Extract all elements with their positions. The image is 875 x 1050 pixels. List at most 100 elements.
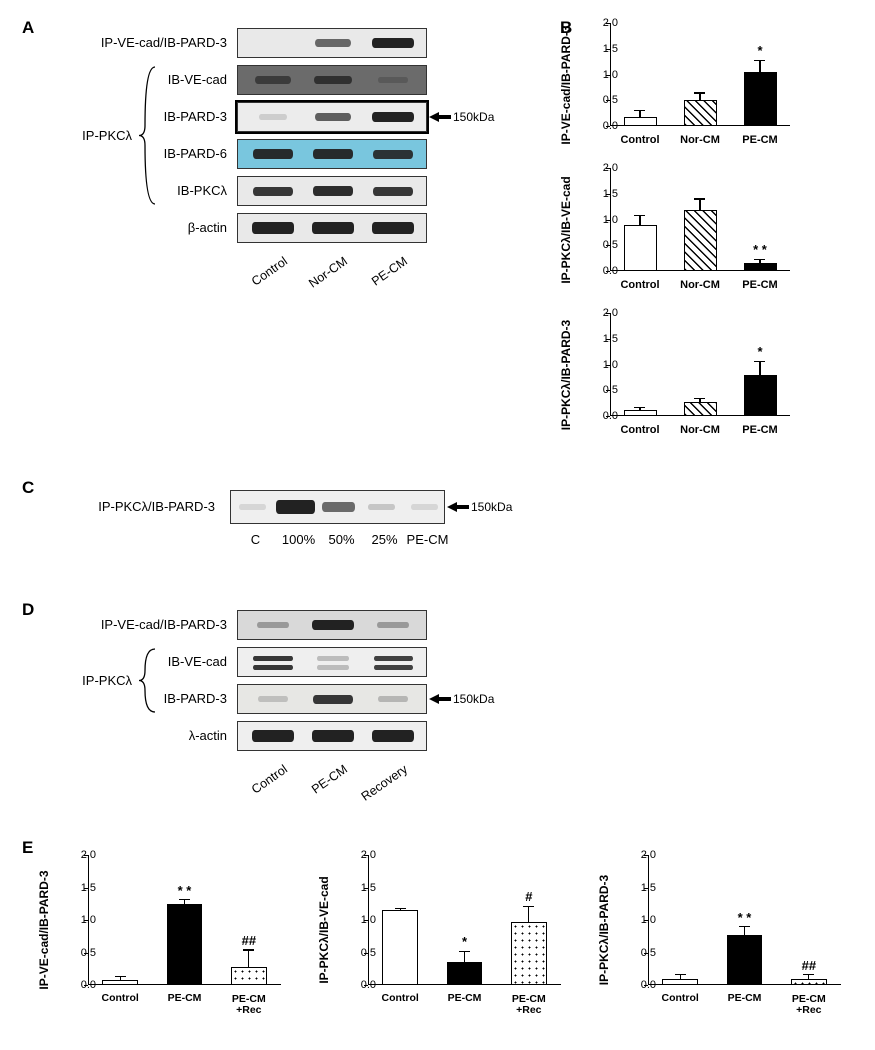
blot-row-label: IP-PKCλ/IB-PARD-3 (35, 499, 215, 514)
x-category-label: PE-CM (733, 424, 787, 436)
error-bar (528, 906, 529, 922)
bracket-label: IP-PKCλ (0, 673, 132, 688)
western-blot (237, 647, 427, 677)
x-category-label: PE-CM (718, 993, 772, 1005)
x-category-label: PE-CM (158, 993, 212, 1005)
x-category-label: Nor-CM (673, 134, 727, 146)
bar (744, 263, 777, 271)
bar (744, 375, 777, 416)
bar (744, 72, 777, 126)
blot-row-label: λ-actin (47, 728, 227, 743)
x-category-label: PE-CM (733, 134, 787, 146)
western-blot (237, 610, 427, 640)
significance-marker: * * (745, 242, 775, 257)
bar (624, 410, 657, 416)
panel-label-a: A (22, 18, 34, 38)
error-bar (639, 111, 640, 117)
lane-label: C (232, 532, 280, 547)
lane-label: Control (225, 762, 290, 814)
molecular-weight-arrow: 150kDa (429, 692, 494, 706)
bar (624, 225, 657, 271)
lane-label: Nor-CM (285, 254, 350, 306)
x-category-label: Control (613, 424, 667, 436)
error-bar (699, 199, 700, 210)
error-bar (400, 908, 401, 910)
x-category-label: Nor-CM (673, 279, 727, 291)
western-blot (230, 490, 445, 524)
bar (447, 962, 482, 985)
y-axis-label: IP-PKCλ/IB-PARD-3 (559, 319, 573, 429)
error-bar (120, 977, 121, 981)
significance-marker: ## (234, 933, 264, 948)
error-bar (759, 361, 760, 374)
significance-marker: * (450, 934, 480, 949)
bar (684, 100, 717, 126)
molecular-weight-arrow: 150kDa (429, 110, 494, 124)
x-category-label: PE-CM +Rec (222, 994, 276, 1017)
significance-marker: * * (730, 910, 760, 925)
x-category-label: Control (613, 279, 667, 291)
significance-marker: * * (170, 883, 200, 898)
x-category-label: PE-CM (733, 279, 787, 291)
brace-icon (137, 647, 159, 714)
error-bar (699, 93, 700, 100)
bar (684, 402, 717, 416)
western-blot (237, 684, 427, 714)
blot-row-label: IP-VE-cad/IB-PARD-3 (47, 35, 227, 50)
panel-label-e: E (22, 838, 33, 858)
western-blot (237, 213, 427, 243)
x-category-label: Control (93, 993, 147, 1005)
lane-label: Control (225, 254, 290, 306)
western-blot (237, 102, 427, 132)
bar-chart: IP-VE-cad/IB-PARD-30.00.51.01.52.0Contro… (560, 18, 805, 151)
x-category-label: Control (653, 993, 707, 1005)
y-axis-label: IP-PKCλ/IB-VE-cad (317, 876, 331, 983)
y-axis-label: IP-PKCλ/IB-VE-cad (559, 176, 573, 283)
bar (662, 979, 697, 985)
error-bar (808, 975, 809, 979)
error-bar (639, 407, 640, 410)
significance-marker: ## (794, 958, 824, 973)
western-blot (237, 139, 427, 169)
x-category-label: Nor-CM (673, 424, 727, 436)
bar (102, 980, 137, 985)
western-blot (237, 176, 427, 206)
bar-chart: IP-PKCλ/IB-VE-cad0.00.51.01.52.0Control*… (318, 850, 576, 1010)
error-bar (699, 399, 700, 402)
significance-marker: # (514, 889, 544, 904)
bar (167, 904, 202, 985)
error-bar (759, 259, 760, 263)
lane-label: 50% (318, 532, 366, 547)
error-bar (464, 951, 465, 962)
blot-row-label: β-actin (47, 220, 227, 235)
panel-label-c: C (22, 478, 34, 498)
western-blot (237, 65, 427, 95)
x-category-label: PE-CM +Rec (782, 994, 836, 1017)
x-category-label: PE-CM (438, 993, 492, 1005)
blot-row-label: IP-VE-cad/IB-PARD-3 (47, 617, 227, 632)
bar-chart: IP-PKCλ/IB-VE-cad0.00.51.01.52.0ControlN… (560, 163, 805, 296)
error-bar (248, 950, 249, 967)
y-axis-label: IP-VE-cad/IB-PARD-3 (559, 25, 573, 144)
bar (231, 967, 266, 985)
bar (624, 117, 657, 126)
bar (684, 210, 717, 271)
bar (511, 922, 546, 985)
y-axis-label: IP-VE-cad/IB-PARD-3 (37, 870, 51, 989)
bar (382, 910, 417, 985)
molecular-weight-arrow: 150kDa (447, 500, 512, 514)
brace-icon (137, 65, 159, 206)
error-bar (759, 60, 760, 72)
panel-label-d: D (22, 600, 34, 620)
error-bar (680, 975, 681, 980)
lane-label: Recovery (345, 762, 410, 814)
y-axis-label: IP-PKCλ/IB-PARD-3 (597, 875, 611, 985)
western-blot (237, 28, 427, 58)
x-category-label: Control (373, 993, 427, 1005)
bar (727, 935, 762, 985)
x-category-label: PE-CM +Rec (502, 994, 556, 1017)
lane-label: PE-CM (285, 762, 350, 814)
bar-chart: IP-PKCλ/IB-PARD-30.00.51.01.52.0Control*… (598, 850, 856, 1010)
bar-chart: IP-VE-cad/IB-PARD-30.00.51.01.52.0Contro… (38, 850, 296, 1010)
lane-label: PE-CM (345, 254, 410, 306)
